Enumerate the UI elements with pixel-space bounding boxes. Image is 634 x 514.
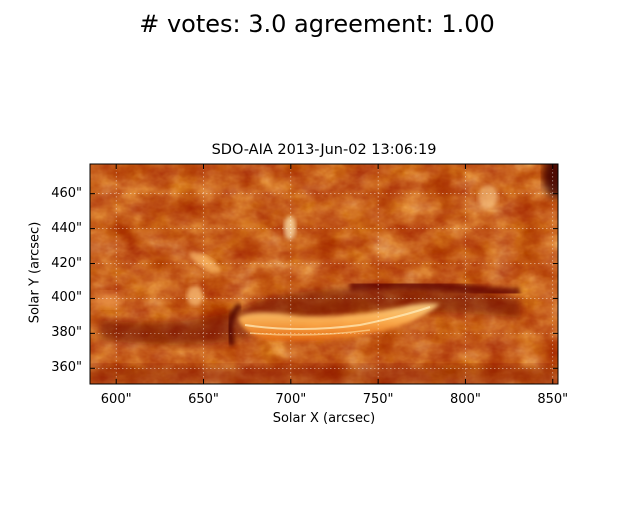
x-tick-label: 650" (188, 392, 219, 407)
x-tick-label: 750" (362, 392, 394, 407)
y-tick-label: 420" (51, 255, 82, 271)
grid-lines (90, 164, 558, 384)
y-tick-label: 380" (51, 325, 82, 341)
aia-image (90, 164, 558, 384)
x-tick-label: 800" (450, 392, 481, 407)
axes-frame (89, 163, 559, 385)
y-axis-label: Solar Y (arcsec) (27, 221, 43, 324)
y-tick-label: 400" (51, 290, 82, 306)
x-tick-label: 600" (100, 392, 132, 407)
x-tick-label: 850" (537, 392, 569, 407)
map-title: SDO-AIA 2013-Jun-02 13:06:19 (211, 142, 437, 158)
tick-marks (90, 164, 558, 384)
y-tick-label: 360" (51, 360, 82, 376)
y-tick-label: 440" (51, 220, 82, 236)
x-tick-label: 700" (275, 392, 307, 407)
x-axis-label: Solar X (arcsec) (272, 411, 376, 426)
figure-title: # votes: 3.0 agreement: 1.00 (139, 10, 495, 38)
y-tick-label: 460" (51, 185, 82, 201)
